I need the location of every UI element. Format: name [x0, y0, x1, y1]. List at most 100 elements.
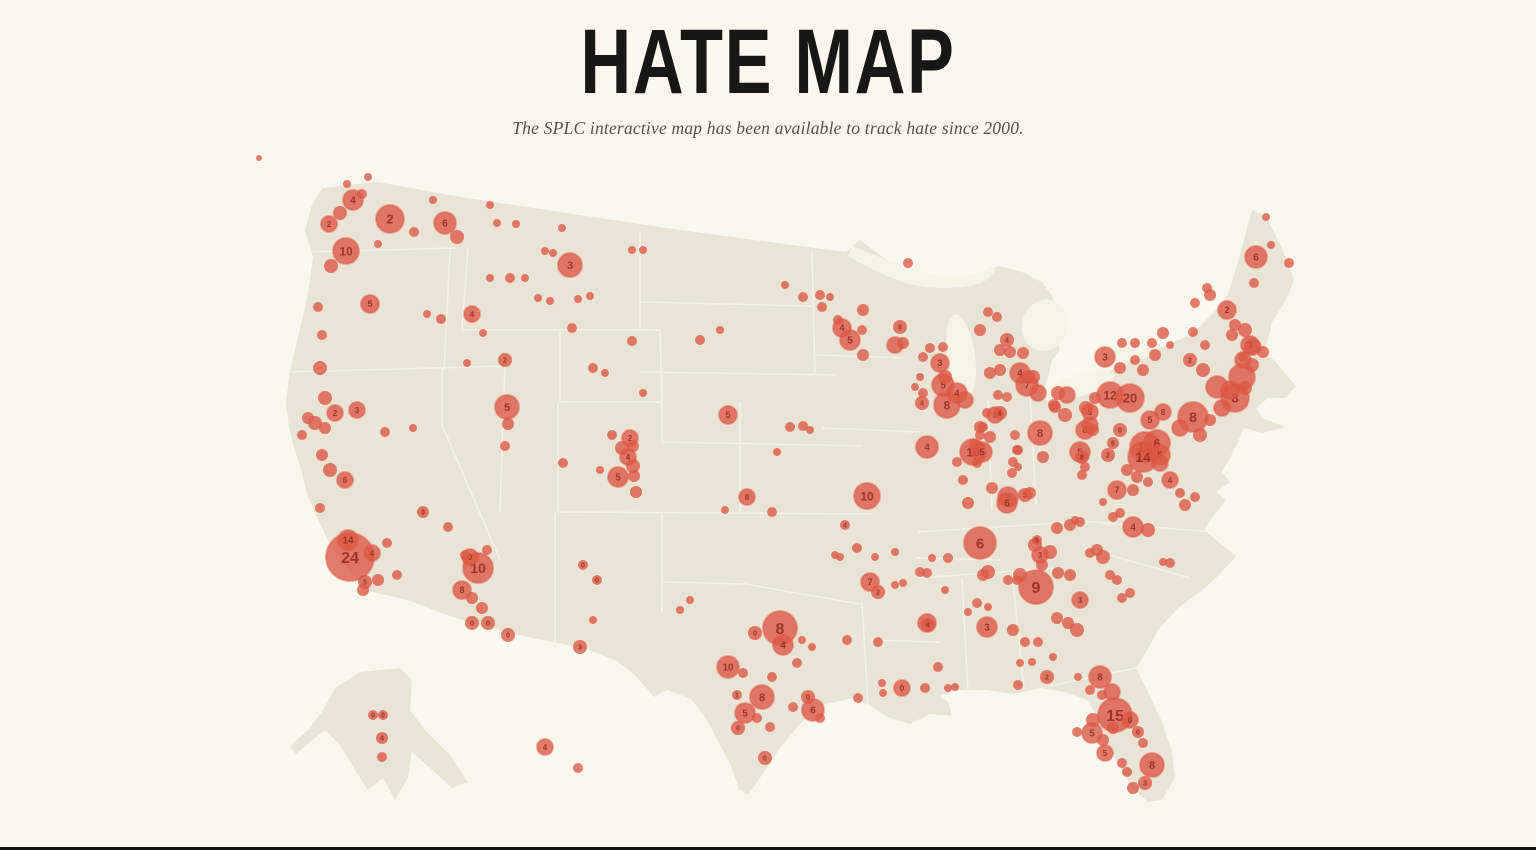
map-marker[interactable] — [718, 405, 738, 425]
map-marker[interactable] — [1238, 381, 1252, 395]
map-marker[interactable] — [922, 568, 932, 578]
map-marker[interactable] — [686, 596, 694, 604]
map-marker[interactable] — [494, 394, 520, 420]
map-marker[interactable] — [767, 507, 777, 517]
map-marker[interactable] — [1086, 713, 1100, 727]
map-marker[interactable] — [951, 683, 959, 691]
map-marker[interactable] — [318, 391, 332, 405]
map-marker[interactable] — [534, 294, 542, 302]
map-marker[interactable] — [313, 361, 327, 375]
map-marker[interactable] — [302, 412, 314, 424]
map-marker[interactable] — [297, 430, 307, 440]
map-marker[interactable] — [1132, 726, 1144, 738]
map-marker[interactable] — [343, 180, 351, 188]
map-marker[interactable] — [1096, 744, 1114, 762]
map-marker[interactable] — [836, 553, 844, 561]
map-marker[interactable] — [1202, 283, 1212, 293]
map-marker[interactable] — [984, 367, 996, 379]
map-marker[interactable] — [1159, 558, 1167, 566]
map-marker[interactable] — [857, 304, 869, 316]
map-marker[interactable] — [1007, 624, 1019, 636]
map-marker[interactable] — [368, 710, 378, 720]
map-marker[interactable] — [498, 353, 512, 367]
map-marker[interactable] — [1112, 575, 1122, 585]
map-marker[interactable] — [878, 679, 886, 687]
map-marker[interactable] — [852, 543, 862, 553]
map-marker[interactable] — [1179, 499, 1191, 511]
map-marker[interactable] — [938, 370, 952, 384]
map-marker[interactable] — [1064, 569, 1076, 581]
map-marker[interactable] — [1058, 408, 1072, 422]
map-marker[interactable] — [615, 441, 629, 455]
map-marker[interactable] — [1188, 327, 1198, 337]
map-marker[interactable] — [1033, 637, 1043, 647]
map-marker[interactable] — [921, 618, 935, 632]
map-marker[interactable] — [801, 690, 815, 704]
map-marker[interactable] — [380, 427, 390, 437]
map-marker[interactable] — [943, 553, 953, 563]
map-marker[interactable] — [716, 655, 740, 679]
map-marker[interactable] — [1244, 245, 1268, 269]
map-marker[interactable] — [1127, 782, 1139, 794]
map-marker[interactable] — [409, 424, 417, 432]
map-marker[interactable] — [378, 710, 388, 720]
map-marker[interactable] — [481, 616, 495, 630]
map-marker[interactable] — [313, 302, 323, 312]
map-marker[interactable] — [975, 430, 985, 440]
map-marker[interactable] — [1020, 637, 1030, 647]
map-marker[interactable] — [1024, 487, 1036, 499]
map-marker[interactable] — [1125, 588, 1135, 598]
map-marker[interactable] — [1130, 355, 1140, 365]
map-marker[interactable] — [767, 672, 777, 682]
map-marker[interactable] — [336, 471, 354, 489]
map-marker[interactable] — [628, 246, 636, 254]
map-marker[interactable] — [486, 201, 494, 209]
map-marker[interactable] — [1049, 653, 1057, 661]
map-marker[interactable] — [319, 422, 331, 434]
map-marker[interactable] — [1077, 470, 1087, 480]
map-marker[interactable] — [316, 449, 328, 461]
map-marker[interactable] — [256, 155, 262, 161]
map-marker[interactable] — [1051, 612, 1063, 624]
map-marker[interactable] — [944, 684, 952, 692]
map-marker[interactable] — [1094, 346, 1116, 368]
map-marker[interactable] — [1122, 516, 1144, 538]
map-marker[interactable] — [993, 406, 1007, 420]
map-marker[interactable] — [974, 324, 986, 336]
map-marker[interactable] — [994, 364, 1006, 376]
map-marker[interactable] — [749, 684, 775, 710]
map-marker[interactable] — [1007, 468, 1017, 478]
map-marker[interactable] — [798, 292, 808, 302]
map-marker[interactable] — [592, 575, 602, 585]
map-marker[interactable] — [738, 668, 748, 678]
map-marker[interactable] — [1262, 213, 1270, 221]
map-marker[interactable] — [486, 274, 494, 282]
map-marker[interactable] — [541, 247, 549, 255]
map-marker[interactable] — [879, 689, 887, 697]
map-marker[interactable] — [1051, 522, 1063, 534]
map-marker[interactable] — [417, 506, 429, 518]
map-marker[interactable] — [1027, 420, 1053, 446]
map-marker[interactable] — [315, 503, 325, 513]
map-marker[interactable] — [436, 314, 446, 324]
map-marker[interactable] — [332, 237, 360, 265]
map-marker[interactable] — [1097, 690, 1107, 700]
map-marker[interactable] — [450, 230, 464, 244]
map-marker[interactable] — [1107, 480, 1127, 500]
map-marker[interactable] — [1238, 352, 1248, 362]
map-marker[interactable] — [1121, 464, 1133, 476]
map-marker[interactable] — [320, 215, 338, 233]
map-marker[interactable] — [925, 343, 935, 353]
map-marker[interactable] — [1029, 384, 1047, 402]
map-marker[interactable] — [833, 315, 843, 325]
map-marker[interactable] — [557, 252, 583, 278]
map-marker[interactable] — [1074, 673, 1082, 681]
map-marker[interactable] — [958, 475, 968, 485]
map-marker[interactable] — [1117, 593, 1127, 603]
map-marker[interactable] — [1200, 340, 1210, 350]
map-marker[interactable] — [501, 628, 515, 642]
map-marker[interactable] — [1138, 738, 1148, 748]
map-marker[interactable] — [1026, 370, 1040, 384]
map-marker[interactable] — [1171, 419, 1189, 437]
map-marker[interactable] — [915, 435, 939, 459]
